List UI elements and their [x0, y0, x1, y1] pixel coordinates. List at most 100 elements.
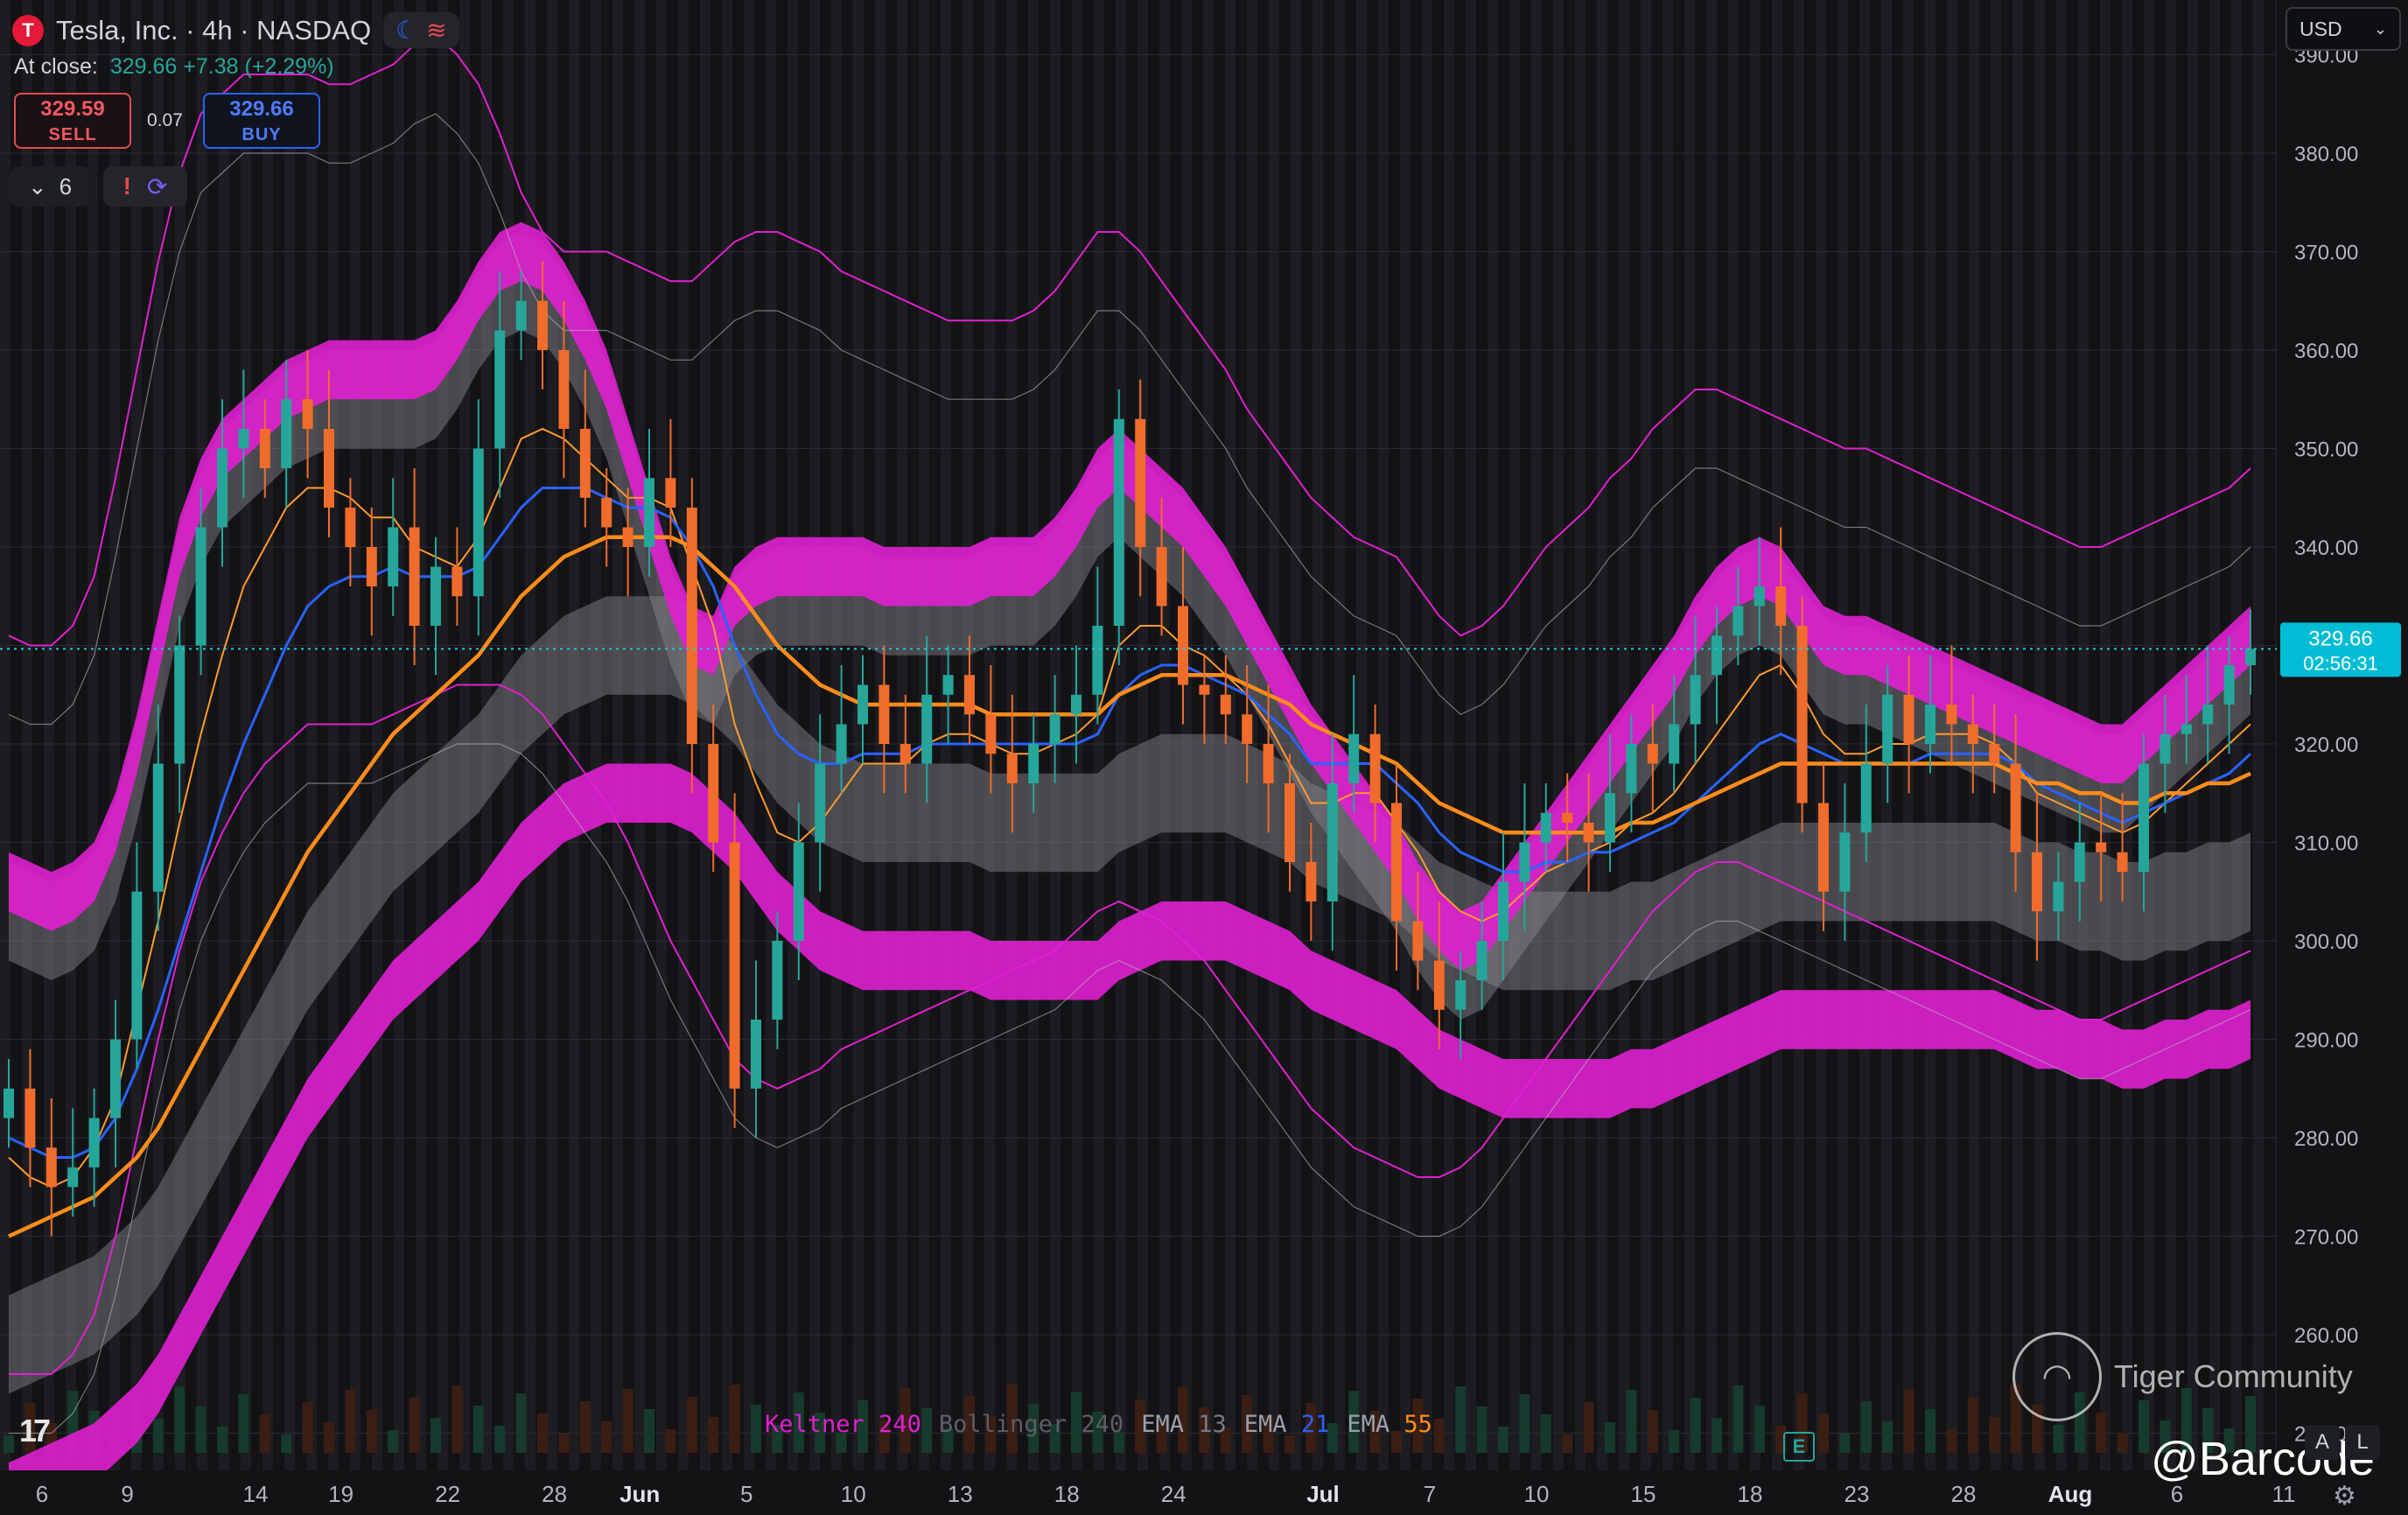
- session-stripe: [1203, 0, 1214, 1470]
- session-stripe: [1859, 0, 1870, 1470]
- session-stripe: [1575, 0, 1586, 1470]
- candle-body: [430, 566, 441, 626]
- currency-value: USD: [2300, 17, 2342, 40]
- candle-body: [1626, 744, 1637, 794]
- candle-body: [131, 891, 143, 1040]
- candle-body: [1562, 812, 1573, 823]
- volume-bar: [452, 1385, 463, 1453]
- session-stripe: [2188, 0, 2198, 1470]
- volume-bar: [281, 1434, 292, 1453]
- session-stripe: [1356, 0, 1367, 1470]
- volume-bar: [2202, 1408, 2214, 1453]
- session-stripe: [678, 0, 689, 1470]
- volume-bar: [1946, 1429, 1957, 1453]
- time-axis[interactable]: 6 9 14 19 22 28 Jun 5 10 13 18 24 Jul 7 10 15 18 23 28 Aug 6…: [0, 1470, 2296, 1515]
- symbol-header[interactable]: T Tesla, Inc. · 4h · NASDAQ ☾ ≋: [12, 12, 459, 48]
- candle-body: [388, 527, 399, 586]
- session-stripe: [700, 0, 710, 1470]
- candle-body: [472, 448, 484, 597]
- time-tick-label: 10: [1524, 1481, 1550, 1507]
- volume-bar: [579, 1401, 591, 1453]
- candle-body: [601, 497, 612, 528]
- sell-button[interactable]: 329.59 SELL: [14, 93, 131, 149]
- session-stripe: [853, 0, 864, 1470]
- volume-bar: [1712, 1418, 1722, 1453]
- ema55-line: [8, 535, 2251, 1238]
- candle-body: [2202, 705, 2214, 725]
- session-stripe: [459, 0, 470, 1470]
- candle-body: [1540, 812, 1551, 843]
- candle-body: [2180, 724, 2192, 734]
- sell-label: SELL: [48, 124, 97, 144]
- session-stripe: [438, 0, 448, 1470]
- volume-bar: [964, 1396, 975, 1453]
- moon-icon[interactable]: ☾: [396, 17, 418, 44]
- candle-body: [409, 527, 420, 626]
- refresh-icon[interactable]: ⟳: [146, 172, 168, 200]
- volume-bar: [4, 1435, 14, 1453]
- candle-body: [815, 763, 826, 843]
- buy-label: BUY: [242, 124, 282, 144]
- candle-body: [345, 508, 356, 547]
- session-stripe: [1138, 0, 1148, 1470]
- settings-gear-icon[interactable]: ⚙: [2333, 1482, 2356, 1511]
- status-icons[interactable]: ! ⟳: [103, 166, 187, 207]
- candle-body: [1092, 626, 1103, 695]
- volume-bar: [1669, 1430, 1680, 1453]
- candle-body: [1391, 803, 1402, 922]
- buy-button[interactable]: 329.66 BUY: [203, 93, 320, 149]
- log-scale-button[interactable]: L: [2345, 1425, 2380, 1460]
- indicator-legend[interactable]: Keltner 240 Bollinger 240 EMA 13 EMA 21 …: [765, 1411, 1432, 1438]
- at-close-label: At close:: [14, 54, 98, 79]
- candle-body: [1049, 714, 1060, 744]
- candle-body: [452, 566, 463, 597]
- session-stripe: [0, 0, 10, 1470]
- symbol-title[interactable]: Tesla, Inc. · 4h · NASDAQ: [56, 14, 372, 46]
- price-tick-label: 270.00: [2294, 1226, 2358, 1250]
- time-tick-label: 7: [1424, 1481, 1436, 1507]
- candle-body: [1839, 832, 1851, 892]
- buy-price: 329.66: [229, 96, 294, 121]
- indicators-toggle-button[interactable]: ⌄ 6: [10, 166, 89, 207]
- tradingview-logo-icon[interactable]: 17: [19, 1413, 51, 1448]
- candle-body: [1369, 733, 1381, 803]
- candle-body: [1326, 783, 1338, 901]
- legend-bollinger[interactable]: Bollinger 240: [939, 1411, 1124, 1438]
- legend-ema13[interactable]: EMA 13: [1141, 1411, 1227, 1438]
- currency-select[interactable]: USD ⌄: [2286, 7, 2401, 51]
- volume-bar: [1326, 1423, 1338, 1453]
- volume-bar: [815, 1413, 826, 1453]
- auto-scale-button[interactable]: A: [2305, 1425, 2340, 1460]
- price-axis[interactable]: 390.00380.00370.00360.00350.00340.00330.…: [2277, 0, 2408, 1515]
- volume-bar: [1135, 1399, 1146, 1453]
- session-stripe: [481, 0, 492, 1470]
- volume-bar: [686, 1397, 697, 1453]
- candle-body: [1647, 744, 1658, 764]
- time-tick-label: Jul: [1306, 1481, 1340, 1507]
- candle-body: [1263, 744, 1274, 783]
- session-stripe: [1991, 0, 2001, 1470]
- volume-bar: [729, 1385, 740, 1453]
- volume-bar: [1433, 1419, 1445, 1453]
- candle-body: [1605, 793, 1615, 843]
- volume-bar: [1626, 1390, 1637, 1453]
- volume-bar: [942, 1428, 954, 1453]
- volume-bar: [708, 1417, 719, 1453]
- volume-bar: [515, 1393, 527, 1453]
- candle-body: [1860, 763, 1872, 833]
- volume-bar: [238, 1394, 249, 1453]
- candle-body: [217, 448, 228, 528]
- wave-icon[interactable]: ≋: [426, 17, 447, 44]
- session-stripe: [44, 0, 54, 1470]
- session-stripe: [1684, 0, 1695, 1470]
- legend-keltner[interactable]: Keltner 240: [765, 1411, 921, 1438]
- earnings-marker[interactable]: E: [1783, 1432, 1815, 1462]
- legend-ema55[interactable]: EMA 55: [1347, 1411, 1432, 1438]
- candle-body: [1348, 733, 1360, 783]
- volume-bar: [1455, 1386, 1466, 1453]
- volume-bar: [1839, 1434, 1851, 1453]
- legend-ema21[interactable]: EMA 21: [1244, 1411, 1330, 1438]
- alert-icon[interactable]: !: [122, 172, 131, 200]
- session-icons[interactable]: ☾ ≋: [383, 12, 459, 48]
